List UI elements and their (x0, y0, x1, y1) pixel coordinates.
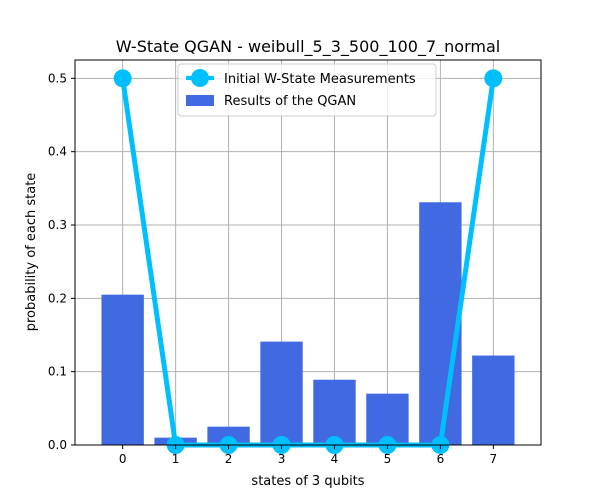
legend-box (177, 63, 437, 117)
x-tick-label: 3 (278, 452, 286, 466)
y-axis-label: probability of each state (24, 173, 39, 332)
bar-series (101, 202, 515, 445)
legend-label-bar: Results of the QGAN (224, 94, 356, 109)
y-tick-label: 0.2 (48, 291, 67, 305)
x-tick-label: 4 (331, 452, 339, 466)
legend: Initial W-State Measurements Results of … (177, 63, 437, 117)
line-point (113, 69, 132, 88)
x-tick-label: 0 (119, 452, 127, 466)
bar (260, 341, 303, 445)
bar (419, 202, 462, 445)
y-tick-label: 0.1 (48, 365, 67, 379)
legend-bar-swatch (186, 95, 214, 106)
y-tick-label: 0.0 (48, 438, 67, 452)
axis-ticks: 0 1 2 3 4 5 6 7 0.0 0.1 0.2 0.3 0.4 0.5 (48, 71, 497, 466)
legend-line-marker (191, 69, 209, 87)
x-tick-label: 2 (225, 452, 233, 466)
x-tick-label: 1 (172, 452, 180, 466)
x-axis-label: states of 3 qubits (251, 474, 364, 489)
y-tick-label: 0.5 (48, 71, 67, 85)
x-tick-label: 5 (384, 452, 392, 466)
line-point (484, 69, 503, 88)
bar (313, 379, 356, 445)
y-tick-label: 0.4 (48, 145, 67, 159)
x-tick-label: 6 (437, 452, 445, 466)
y-tick-label: 0.3 (48, 218, 67, 232)
bar (101, 294, 144, 445)
bar (207, 426, 250, 445)
x-tick-label: 7 (490, 452, 498, 466)
plot-frame (74, 59, 542, 446)
legend-label-line: Initial W-State Measurements (224, 72, 416, 87)
chart-title: W-State QGAN - weibull_5_3_500_100_7_nor… (116, 37, 500, 57)
bar (472, 355, 515, 445)
